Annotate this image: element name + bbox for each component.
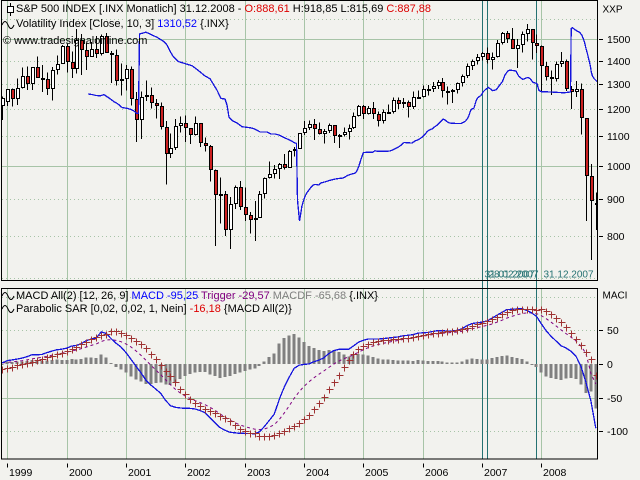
svg-text:0: 0 <box>607 359 613 371</box>
svg-text:50: 50 <box>607 325 619 337</box>
svg-text:31.01.2007: 31.01.2007 <box>485 270 535 281</box>
svg-text:2006: 2006 <box>425 467 449 479</box>
svg-text:1500: 1500 <box>607 34 631 46</box>
svg-text:MACD: MACD <box>603 290 632 301</box>
svg-text:XXP: XXP <box>603 4 623 15</box>
svg-text:2005: 2005 <box>365 467 389 479</box>
svg-text:MACD All(2) [12, 26, 9] MACD -: MACD All(2) [12, 26, 9] MACD -95,25 Trig… <box>16 290 378 302</box>
svg-text:900: 900 <box>607 194 625 206</box>
svg-text:2000: 2000 <box>69 467 93 479</box>
svg-text:-100: -100 <box>607 426 628 438</box>
svg-text:1999: 1999 <box>9 467 33 479</box>
svg-text:2007: 2007 <box>484 467 508 479</box>
svg-text:2001: 2001 <box>128 467 152 479</box>
svg-text:28.02.2007: 28.02.2007 <box>489 270 539 281</box>
svg-text:1300: 1300 <box>607 79 631 91</box>
svg-text:31.12.2007: 31.12.2007 <box>544 270 594 281</box>
svg-text:1200: 1200 <box>607 104 631 116</box>
svg-text:2008: 2008 <box>543 467 567 479</box>
svg-text:2002: 2002 <box>187 467 211 479</box>
svg-text:2004: 2004 <box>306 467 330 479</box>
svg-text:1400: 1400 <box>607 56 631 68</box>
svg-text:800: 800 <box>607 231 625 243</box>
svg-text:1100: 1100 <box>607 131 630 143</box>
svg-text:Volatility Index [Close, 10, 3: Volatility Index [Close, 10, 3] 1310,52 … <box>16 18 229 30</box>
svg-text:© www.tradesignalonline.com: © www.tradesignalonline.com <box>3 35 147 47</box>
svg-text:S&P 500 INDEX [.INX Monatlich: S&P 500 INDEX [.INX Monatlich] 31.12.200… <box>16 3 431 15</box>
svg-text:2003: 2003 <box>247 467 271 479</box>
svg-text:-50: -50 <box>607 393 622 405</box>
svg-text:Parabolic SAR [0,02, 0,02, 1,: Parabolic SAR [0,02, 0,02, 1, Nein] -16,… <box>16 303 292 315</box>
svg-text:1000: 1000 <box>607 161 631 173</box>
